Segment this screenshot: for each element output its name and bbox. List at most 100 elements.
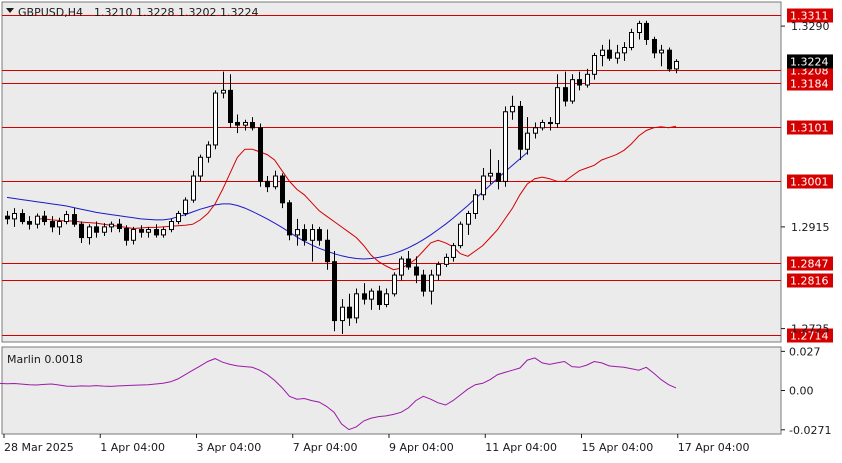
candle-bull [659, 49, 664, 54]
time-axis: 28 Mar 2025 1 Apr 04:00 3 Apr 04:00 7 Apr 0… [3, 434, 749, 454]
candle-bull [444, 256, 449, 265]
oscillator-axis-label: 0.027 [789, 345, 821, 358]
level-tag-label: 1.2714 [790, 330, 829, 343]
candle-bull [206, 144, 211, 158]
candle-bear [228, 89, 233, 123]
candle-bull [629, 32, 634, 49]
candle-bull [146, 229, 151, 233]
candle-bear [20, 212, 25, 223]
candle-bull [458, 223, 463, 247]
candle-bull [615, 52, 620, 59]
candle-bull [392, 274, 397, 295]
candle-bear [347, 306, 352, 319]
oscillator-series [0, 357, 677, 431]
candle-bull [161, 229, 166, 236]
candle-bear [644, 22, 649, 40]
candle-bull [622, 47, 627, 54]
candle-bull [295, 229, 300, 236]
candle-bull [12, 212, 17, 220]
time-axis-label: 11 Apr 04:00 [485, 441, 557, 454]
candle-bull [429, 274, 434, 292]
candle-bear [154, 229, 159, 236]
candle-bull [354, 293, 359, 319]
candle-bear [518, 105, 523, 150]
ma-fast-line [36, 125, 677, 271]
candle-bear [652, 38, 657, 54]
candles [5, 20, 679, 334]
candle-bear [406, 258, 411, 268]
current-price-label: 1.3224 [790, 55, 829, 68]
candle-bear [548, 121, 553, 125]
time-axis-label: 3 Apr 04:00 [197, 441, 262, 454]
candle-bull [540, 121, 545, 129]
level-tag-label: 1.3101 [790, 122, 829, 135]
candle-bull [183, 199, 188, 214]
candle-bear [42, 215, 47, 223]
candle-bear [362, 293, 367, 300]
collapse-triangle-icon[interactable] [6, 8, 14, 13]
candle-bear [72, 214, 77, 225]
candle-bull [525, 132, 530, 150]
candle-bull [436, 263, 441, 276]
main-plot-background [2, 2, 781, 342]
oscillator-line [0, 357, 677, 431]
time-axis-label: 9 Apr 04:00 [389, 441, 454, 454]
level-tag-label: 1.2816 [790, 275, 829, 288]
candle-bull [35, 215, 40, 225]
candle-bull [64, 214, 69, 223]
candle-bull [510, 105, 515, 113]
candle-bull [109, 223, 114, 228]
candle-bear [317, 229, 322, 241]
candle-bear [607, 49, 612, 59]
candle-bull [637, 22, 642, 34]
candle-bear [5, 215, 10, 220]
ma-slow-line [6, 152, 528, 260]
candle-bull [533, 127, 538, 134]
level-tag [787, 273, 833, 288]
levels-group [2, 15, 781, 336]
price-axis-label: 1.2725 [791, 323, 830, 336]
ohlc-values: 1.3210 1.3228 1.3202 1.3224 [94, 6, 258, 19]
level-tag [787, 328, 833, 343]
candle-bear [79, 223, 84, 239]
candle-bull [176, 212, 181, 223]
moving-averages [6, 125, 677, 271]
candle-bear [421, 274, 426, 292]
candle-bear [124, 227, 129, 241]
candle-bear [235, 121, 240, 126]
candle-bear [302, 229, 307, 241]
level-tag [787, 8, 833, 23]
candle-bull [488, 172, 493, 177]
candle-bull [473, 194, 478, 214]
level-tag [787, 120, 833, 135]
candle-bear [496, 172, 501, 182]
candle-bull [555, 87, 560, 125]
time-axis-label: 28 Mar 2025 [4, 441, 74, 454]
candle-bear [377, 290, 382, 306]
price-axis-label: 1.2915 [791, 221, 830, 234]
candle-bear [50, 221, 55, 228]
price-axis-label: 1.3290 [791, 20, 830, 33]
time-axis-label: 1 Apr 04:00 [100, 441, 165, 454]
candle-bull [369, 290, 374, 300]
candle-bull [481, 175, 486, 196]
candle-bull [466, 212, 471, 225]
candle-bear [94, 226, 99, 233]
level-tag [787, 76, 833, 91]
candle-bear [27, 221, 32, 225]
candle-bear [332, 261, 337, 322]
candle-bull [600, 49, 605, 57]
candle-bull [570, 79, 575, 102]
candle-bear [667, 49, 672, 70]
candle-bear [258, 127, 263, 182]
candle-bull [243, 121, 248, 126]
candle-bear [265, 180, 270, 188]
candle-bull [213, 92, 218, 146]
level-tag-label: 1.2847 [790, 258, 829, 271]
time-axis-label: 7 Apr 04:00 [293, 441, 358, 454]
candle-bull [674, 60, 679, 70]
time-axis-label: 15 Apr 04:00 [582, 441, 654, 454]
oscillator-axis-label: 0.00 [789, 385, 814, 398]
candle-bear [577, 79, 582, 86]
